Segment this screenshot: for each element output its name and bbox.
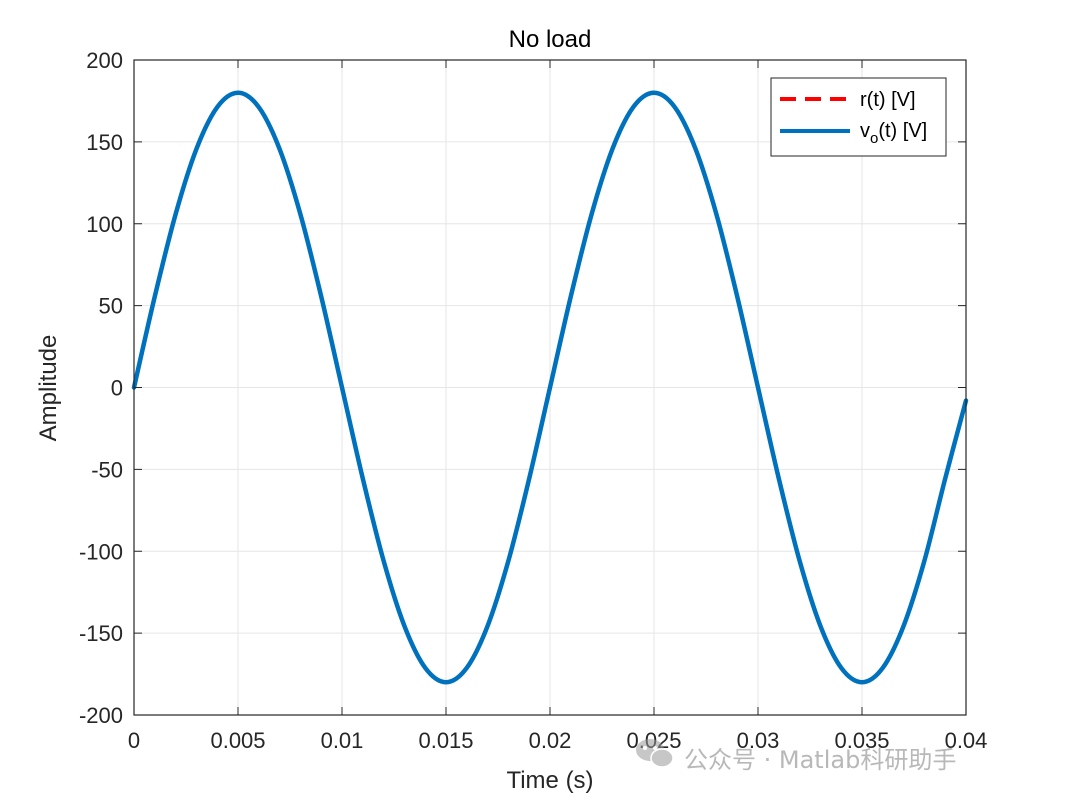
- tick-marks: [133, 59, 967, 716]
- y-tick-label: 100: [86, 212, 123, 237]
- series-line-vo: [131, 90, 969, 685]
- x-tick-label: 0.01: [321, 728, 364, 753]
- y-tick-label: -50: [91, 457, 123, 482]
- x-tick-label: 0.015: [418, 728, 473, 753]
- watermark: 公众号 · Matlab科研助手: [636, 739, 956, 774]
- legend-box: [770, 77, 947, 157]
- legend: r(t) [V] vo(t) [V]: [770, 77, 947, 157]
- x-tick-label: 0.04: [945, 728, 988, 753]
- series-layer: [131, 90, 969, 685]
- watermark-text: 公众号 · Matlab科研助手: [684, 746, 956, 774]
- y-tick-label: -150: [79, 621, 123, 646]
- legend-label-vo: vo(t) [V]: [860, 120, 927, 147]
- y-axis-label: Amplitude: [35, 335, 62, 442]
- y-tick-label: -200: [79, 703, 123, 728]
- y-tick-label: 0: [111, 376, 123, 401]
- wechat-icon: [636, 739, 674, 768]
- x-tick-label: 0.02: [529, 728, 572, 753]
- y-tick-label: 200: [86, 48, 123, 73]
- y-tick-label: 150: [86, 130, 123, 155]
- chart-title: No load: [509, 26, 592, 53]
- legend-label-r: r(t) [V]: [860, 89, 916, 111]
- x-tick-label: 0.005: [210, 728, 265, 753]
- y-tick-label: 50: [99, 294, 123, 319]
- x-tick-label: 0.03: [737, 728, 780, 753]
- y-tick-labels: 200 150 100 50 0 -50 -100 -150 -200: [79, 48, 123, 728]
- y-tick-label: -100: [79, 539, 123, 564]
- x-tick-label: 0.035: [834, 728, 889, 753]
- x-tick-label: 0: [128, 728, 140, 753]
- x-axis-label: Time (s): [506, 767, 593, 794]
